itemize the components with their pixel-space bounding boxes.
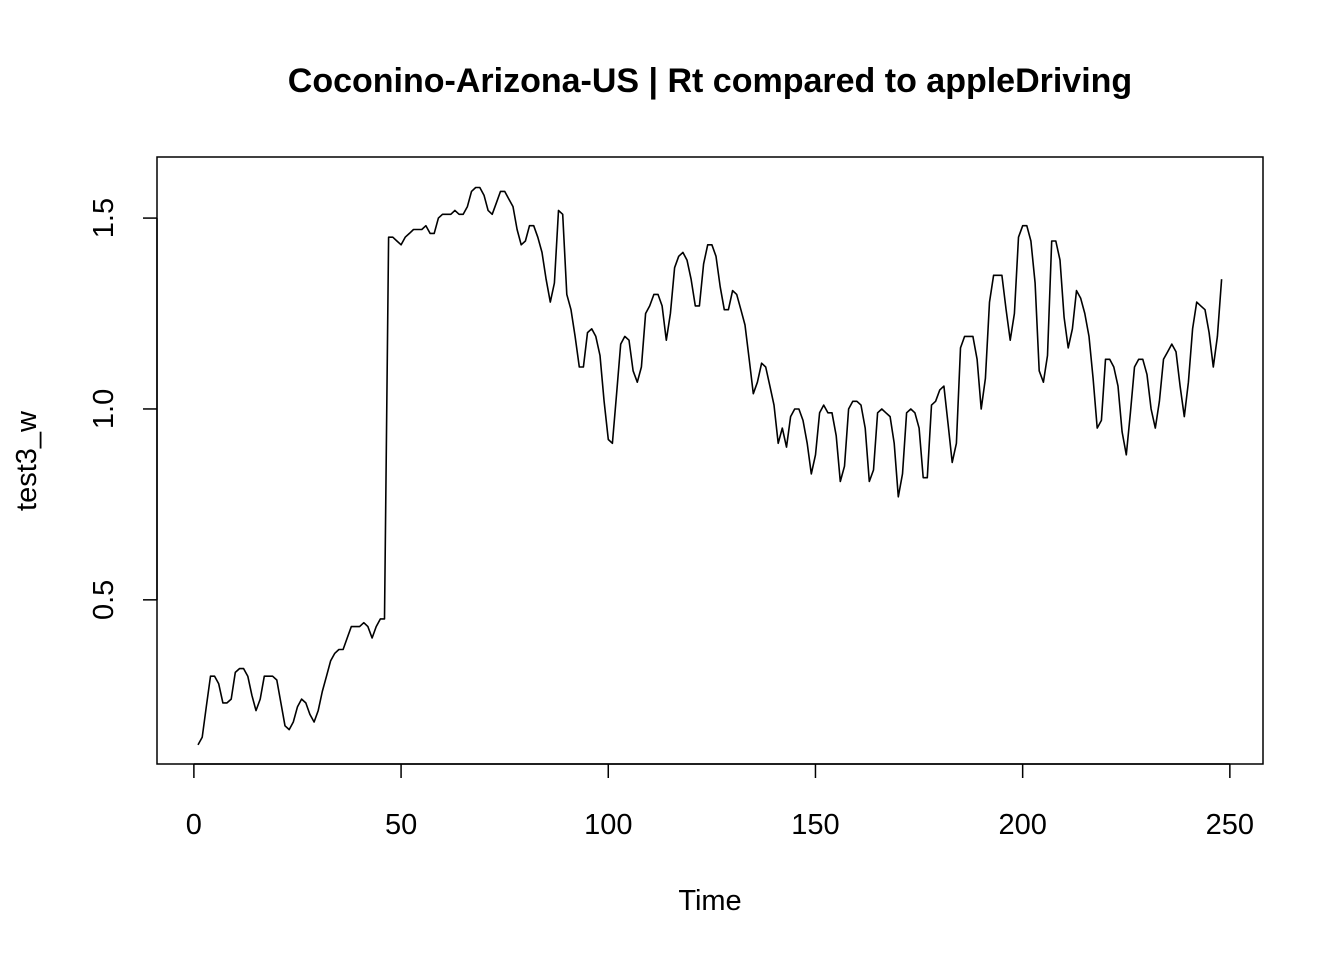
x-tick-label: 100 [584,809,632,841]
x-tick-label: 200 [998,809,1046,841]
y-tick-label: 1.0 [88,389,120,429]
series-line [197,186,1223,746]
y-axis: 0.5 1.0 1.5 [88,198,158,620]
plot-frame [156,156,1264,765]
x-tick-label: 0 [186,809,202,841]
chart-title: Coconino-Arizona-US | Rt compared to app… [288,62,1132,100]
x-tick-label: 50 [385,809,417,841]
x-tick-label: 250 [1206,809,1254,841]
y-axis-label: test3_w [11,410,43,511]
y-tick-label: 0.5 [88,580,120,620]
x-axis: 0 50 100 150 200 250 [186,763,1254,841]
x-tick-label: 150 [791,809,839,841]
x-axis-label: Time [678,885,741,917]
y-tick-label: 1.5 [88,198,120,238]
